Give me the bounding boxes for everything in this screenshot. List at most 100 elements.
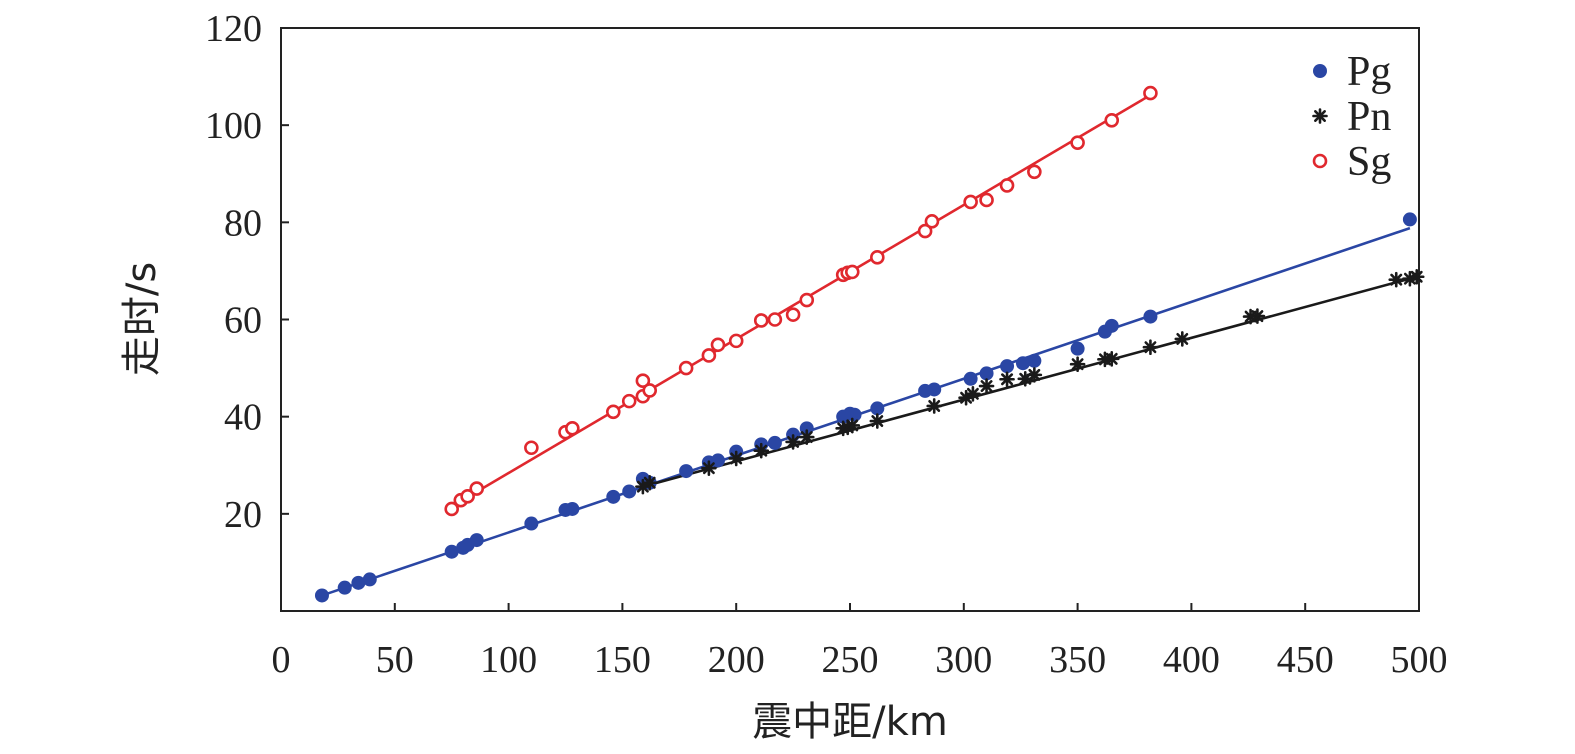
- y-tick-label: 120: [205, 8, 262, 50]
- legend-marker-pn: [1312, 108, 1328, 124]
- data-point-sg: [710, 337, 726, 353]
- data-point-sg: [469, 481, 485, 496]
- data-point-sg: [924, 214, 940, 229]
- data-point-pn: [1142, 339, 1159, 355]
- data-point-pn: [641, 474, 658, 491]
- series-pg: [314, 212, 1417, 603]
- data-point-pn: [1069, 356, 1086, 372]
- data-point-sg: [678, 360, 694, 376]
- x-tick-label: 200: [708, 639, 765, 681]
- data-point-pn: [1026, 367, 1043, 383]
- data-point-sg: [1070, 135, 1085, 150]
- data-point-sg: [844, 264, 860, 280]
- data-point-pg: [847, 407, 862, 422]
- y-axis-title: 走时/s: [119, 262, 165, 376]
- data-point-sg: [963, 194, 978, 210]
- legend-marker-pg: [1313, 64, 1327, 78]
- fit-line-pg: [321, 226, 1411, 597]
- data-point-pn: [1174, 331, 1191, 347]
- x-axis-ticks: 0 50 100 150 200 250 300 350 400 450 500: [272, 603, 1448, 681]
- data-point-pg: [1070, 341, 1085, 356]
- data-point-pn: [926, 398, 943, 414]
- x-tick-label: 150: [594, 639, 651, 681]
- data-point-sg: [524, 440, 539, 456]
- x-axis-title: 震中距/km: [752, 699, 948, 745]
- data-point-pn: [978, 378, 995, 394]
- data-point-sg: [635, 373, 651, 389]
- legend-marker-sg: [1312, 153, 1328, 169]
- data-point-pn: [798, 429, 815, 445]
- data-point-pg: [979, 366, 994, 381]
- data-point-sg: [642, 383, 658, 398]
- data-point-pg: [1015, 356, 1030, 371]
- data-point-sg: [799, 292, 815, 308]
- data-point-sg: [605, 404, 621, 420]
- data-point-sg: [1027, 164, 1042, 180]
- data-point-pg: [524, 516, 539, 531]
- x-tick-label: 250: [822, 639, 879, 681]
- x-tick-label: 500: [1391, 639, 1448, 681]
- data-point-pg: [469, 533, 484, 548]
- data-point-pg: [362, 572, 377, 587]
- y-tick-label: 80: [224, 202, 262, 244]
- data-point-pg: [314, 588, 329, 603]
- data-point-pg: [1402, 212, 1417, 227]
- data-point-pg: [927, 382, 942, 397]
- data-point-sg: [979, 192, 994, 208]
- data-point-sg: [753, 313, 769, 328]
- data-point-sg: [444, 501, 460, 517]
- data-point-sg: [701, 348, 717, 363]
- data-point-pn: [1388, 271, 1405, 288]
- y-tick-label: 40: [224, 397, 262, 439]
- data-point-sg: [1104, 113, 1120, 128]
- fit-lines: [321, 93, 1418, 597]
- data-point-pg: [1027, 353, 1042, 368]
- x-tick-label: 100: [480, 639, 537, 681]
- data-point-pg: [1000, 359, 1015, 374]
- data-point-sg: [728, 333, 744, 349]
- data-point-pn: [869, 413, 886, 429]
- data-point-sg: [917, 223, 933, 239]
- y-axis-ticks: 20 40 60 80 100 120: [205, 8, 289, 536]
- x-tick-label: 50: [376, 639, 414, 681]
- data-point-pg: [870, 401, 885, 416]
- data-point-pg: [1104, 318, 1119, 333]
- data-point-sg: [999, 178, 1015, 193]
- data-point-sg: [460, 489, 475, 504]
- data-point-sg: [621, 393, 637, 409]
- data-point-pn: [965, 386, 981, 402]
- data-point-pn: [1103, 351, 1120, 367]
- series-sg: [444, 85, 1158, 517]
- data-point-pn: [753, 442, 770, 459]
- legend-label-sg: Sg: [1347, 139, 1391, 185]
- data-point-pg: [963, 371, 978, 386]
- x-tick-label: 400: [1163, 639, 1220, 681]
- data-point-pg: [1143, 309, 1158, 324]
- data-point-pn: [728, 450, 745, 467]
- data-point-pg: [606, 489, 621, 504]
- data-point-pn: [701, 460, 717, 476]
- data-point-pg: [337, 580, 352, 595]
- data-points: [314, 85, 1425, 603]
- data-point-pg: [679, 464, 694, 479]
- data-point-pg: [444, 544, 459, 559]
- data-point-pg: [565, 501, 580, 516]
- x-tick-label: 0: [272, 639, 291, 681]
- data-point-pg: [622, 484, 637, 499]
- legend-label-pg: Pg: [1347, 49, 1391, 95]
- x-tick-label: 300: [935, 639, 992, 681]
- data-point-pn: [844, 417, 861, 434]
- data-point-pn: [1408, 268, 1425, 285]
- data-point-pn: [785, 434, 801, 450]
- data-point-sg: [565, 421, 580, 436]
- series-pn: [635, 268, 1425, 495]
- y-tick-label: 60: [224, 300, 262, 342]
- legend-label-pn: Pn: [1347, 94, 1391, 140]
- data-point-pn: [1249, 308, 1266, 324]
- y-tick-label: 20: [224, 494, 262, 536]
- data-point-pg: [767, 435, 782, 450]
- data-point-sg: [767, 312, 783, 327]
- data-point-pg: [351, 575, 366, 590]
